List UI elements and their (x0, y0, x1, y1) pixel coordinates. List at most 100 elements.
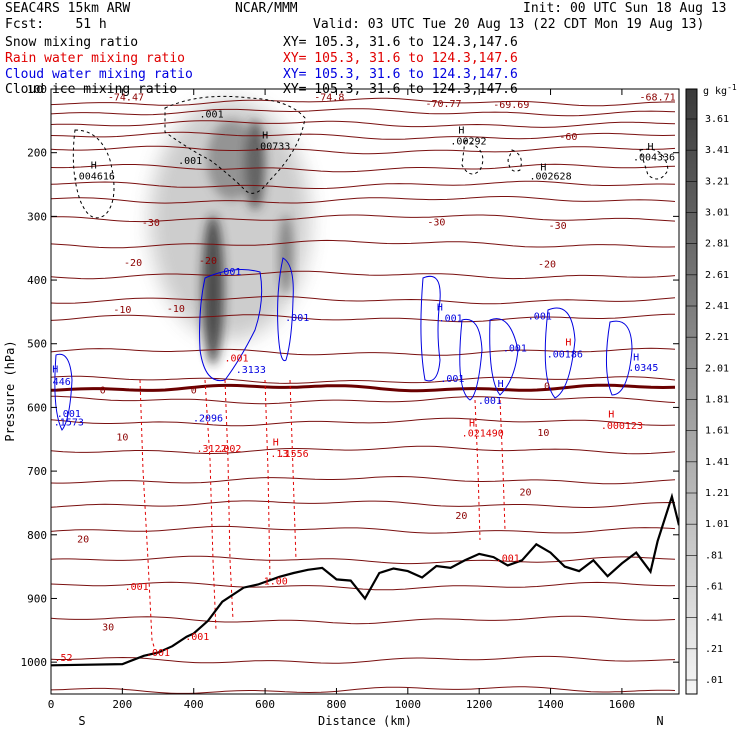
temperature-contour-label: 10 (537, 428, 549, 439)
isotherm-line (51, 686, 676, 694)
rain-contour-label: H (469, 419, 475, 430)
colorbar-tick-label: .41 (705, 613, 723, 624)
cloud-water-contour-label: .2096 (193, 413, 223, 424)
isotherm-line (51, 295, 676, 305)
colorbar-tick-label: 1.21 (705, 488, 729, 499)
cloud-water-contour-label: .001 (57, 409, 81, 420)
field-label-cloud-water: Cloud water mixing ratio (5, 67, 193, 82)
rain-contour-label: H (273, 438, 279, 449)
snow-contour-right-b (507, 149, 522, 172)
rain-contour-d (264, 379, 271, 581)
colorbar-tick-label: .21 (705, 644, 723, 655)
snow-contour-label: .004616 (73, 171, 115, 182)
snow-contour-label: H (262, 131, 268, 142)
snow-contour-left (72, 129, 115, 219)
cloud-water-contour-label: .001 (217, 267, 241, 278)
rain-contour-label: .001 (496, 554, 520, 565)
isotherm-line (51, 555, 676, 565)
temperature-contour-label: -20 (124, 258, 142, 269)
isotherm-line (51, 347, 676, 356)
rain-contour-f (474, 399, 481, 541)
cloud-water-contour-label: .001 (528, 312, 552, 323)
cloud-water-contour-label: .3133 (236, 365, 266, 376)
isotherm-line (51, 239, 676, 249)
xsection-label-rain: XY= 105.3, 31.6 to 124.3,147.6 (283, 51, 518, 66)
isotherm-line (51, 108, 676, 117)
isotherm-line (51, 97, 676, 107)
temperature-contour-label: -10 (113, 305, 131, 316)
y-tick-label: 200 (27, 147, 47, 160)
temperature-contour-label: -74.47 (108, 92, 144, 103)
rain-contour-label: .000123 (601, 421, 643, 432)
isotherm-line (51, 313, 676, 323)
field-label-rain: Rain water mixing ratio (5, 51, 186, 66)
cloud-water-contour-e (489, 318, 519, 396)
y-tick-label: 300 (27, 210, 47, 223)
isotherm-line (51, 500, 676, 508)
temperature-contour-label: -69.69 (493, 100, 529, 111)
snow-contour-label: .002628 (529, 171, 571, 182)
terrain-profile (51, 492, 679, 667)
temperature-contour-label: 0 (544, 382, 550, 393)
snow-contour-label: .001 (178, 156, 202, 167)
x-tick-label: 1400 (537, 698, 564, 711)
temperature-contour-label: -30 (427, 217, 445, 228)
cloud-water-contour-b (277, 257, 294, 362)
temperature-contour-label: 30 (102, 622, 114, 633)
freezing-level-line (51, 383, 676, 393)
isotherm-line (51, 180, 676, 189)
rain-contour-label: .3122 (197, 444, 227, 455)
rain-contour-label: H (608, 410, 614, 421)
rain-contour-label: .1556 (279, 449, 309, 460)
rain-contour-label: .002 (217, 444, 241, 455)
isotherm-line (51, 163, 676, 173)
isotherm-line (51, 120, 676, 128)
rain-contour-label: .52 (54, 653, 72, 664)
cloud-water-contour-label: 446 (53, 377, 71, 388)
cloud-water-contour-label: .001 (439, 313, 463, 324)
isotherm-line (51, 581, 676, 591)
colorbar-tick-label: 1.81 (705, 395, 729, 406)
colorbar-tick-label: 2.21 (705, 332, 729, 343)
y-tick-label: 1000 (21, 656, 48, 669)
isotherm-line (51, 417, 676, 427)
snow-mixing-ratio-shading (150, 100, 310, 365)
cloud-water-contour-label: H (498, 379, 504, 390)
y-tick-label: 800 (27, 529, 47, 542)
isotherm-line (51, 475, 676, 485)
rain-contour-label: .001 (125, 582, 149, 593)
isotherm-line (51, 615, 676, 625)
x-tick-label: 800 (327, 698, 347, 711)
cloud-water-contour-c (420, 275, 441, 382)
x-tick-label: 200 (112, 698, 132, 711)
isotherm-line (51, 375, 676, 384)
snow-contour-label: H (458, 126, 464, 137)
cloud-water-contour-h (54, 353, 73, 431)
y-tick-label: 500 (27, 338, 47, 351)
temperature-contour-label: -68.71 (640, 92, 676, 103)
cloud-water-contour-d (459, 318, 483, 401)
colorbar-unit: g kg-1 (703, 83, 737, 97)
x-tick-label: 1600 (609, 698, 636, 711)
init-label: Init: 00 UTC Sun 18 Aug 13 (523, 1, 727, 16)
cloud-water-contour-label: H (52, 364, 58, 375)
colorbar-tick-label: 3.01 (705, 208, 729, 219)
snow-contour-label: H (647, 142, 653, 153)
cloud-water-contour-label: .1573 (54, 417, 84, 428)
snow-contour-label: .00733 (254, 142, 290, 153)
temperature-contour-label: -74.8 (314, 92, 344, 103)
colorbar-tick-label: 2.61 (705, 270, 729, 281)
fcst-label: Fcst: 51 h (5, 17, 107, 32)
rain-contour-label: .001 (185, 632, 209, 643)
snow-contour-label: .004336 (633, 152, 675, 163)
temperature-contour-label: 20 (520, 487, 532, 498)
colorbar-tick-label: 3.21 (705, 176, 729, 187)
mixing-ratio-contours (54, 95, 669, 651)
colorbar-tick-label: 2.41 (705, 301, 729, 312)
colorbar-ticks: 3.61 3.41 3.21 3.01 2.81 2.61 2.41 2.21 2.01 1.81… (686, 114, 729, 686)
x-tick-label: 600 (255, 698, 275, 711)
isotherm-line (51, 131, 676, 140)
cloud-water-contour-label: H (633, 352, 639, 363)
